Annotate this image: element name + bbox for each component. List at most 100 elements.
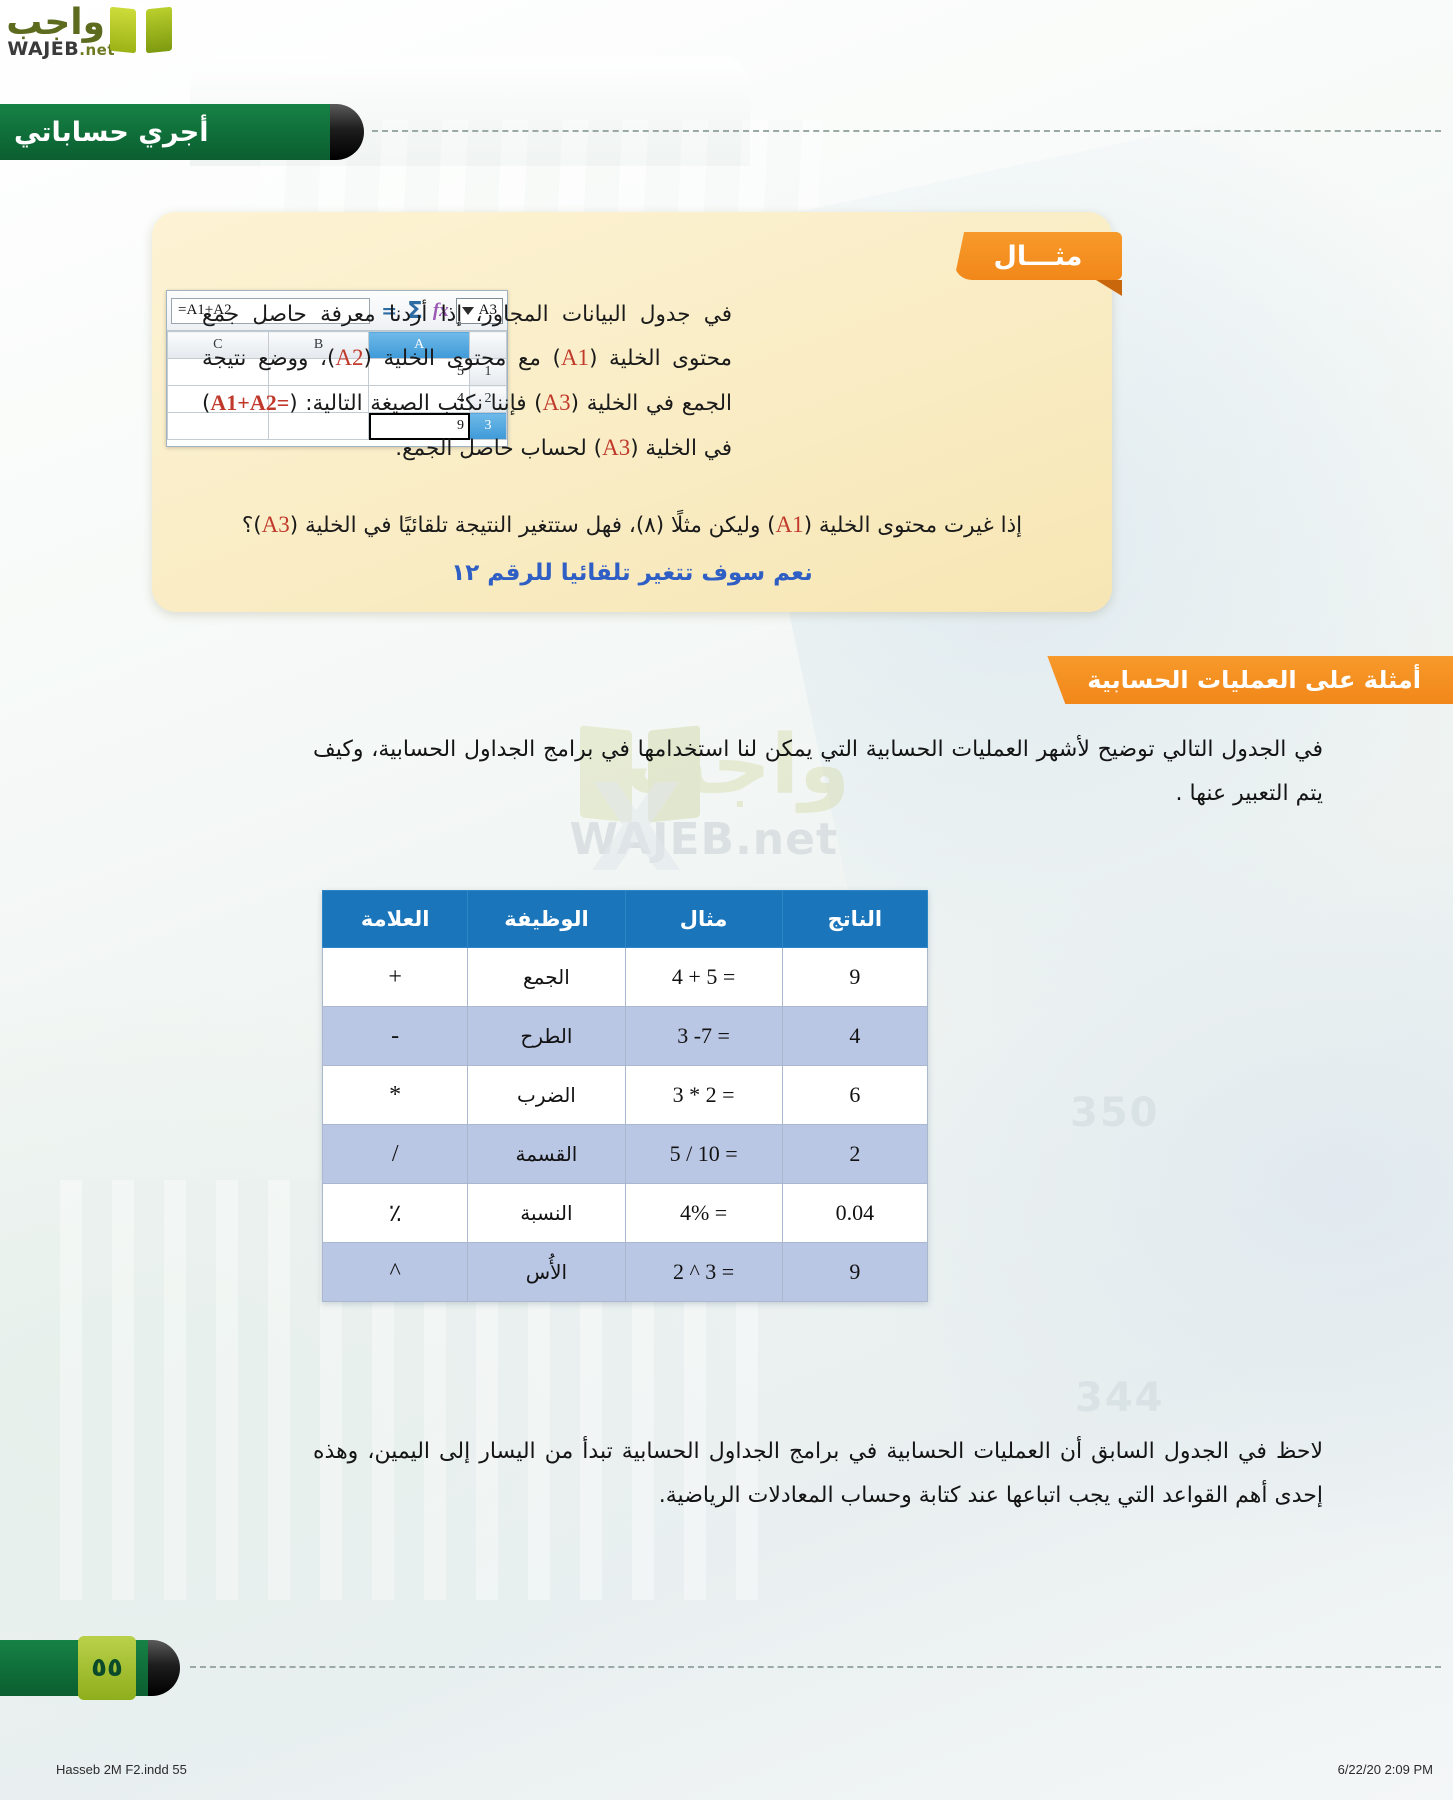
table-row: 6 = 2 * 3 الضرب * — [321, 1065, 929, 1125]
example-text-part-7: الصيغة التالية: ( — [289, 390, 430, 416]
cell-ref-a1: A1 — [560, 344, 590, 370]
cell-symbol: ٪ — [321, 1183, 469, 1243]
background-number-344: 344 — [1075, 1375, 1165, 1421]
spreadsheet-column-header-row: C B A — [167, 331, 507, 359]
column-header-result: الناتج — [781, 890, 929, 948]
logo-latin-text: WAJEB.net — [7, 38, 115, 60]
cell-symbol: * — [321, 1065, 469, 1125]
imprint-filename: Hasseb 2M F2.indd 55 — [56, 1762, 187, 1777]
closing-paragraph: لاحظ في الجدول السابق أن العمليات الحساب… — [313, 1439, 1323, 1508]
dropdown-caret-icon[interactable] — [461, 306, 474, 315]
example-text-part-3: ) مع محتوى الخلية — [383, 345, 561, 371]
inline-formula: =A1+A2 — [210, 389, 290, 415]
site-logo[interactable]: واجب WAJEB.net — [0, 0, 210, 62]
example-text-part-9: ) لحساب حاصل — [459, 435, 603, 461]
column-header-symbol: العلامة — [321, 890, 469, 948]
cell-symbol: + — [321, 947, 469, 1007]
cell-result: 4 — [781, 1006, 929, 1066]
section-header-banner: أجري حساباتي — [0, 104, 330, 160]
example-text-part-6: ) فإننا نكتب — [437, 390, 543, 416]
table-row: 2 = 10 / 5 القسمة / — [321, 1124, 929, 1184]
example-text-part-8: ) في الخلية ( — [202, 390, 732, 461]
cell-c1[interactable] — [167, 358, 269, 386]
cell-function: الطرح — [467, 1006, 626, 1066]
cell-result: 9 — [781, 947, 929, 1007]
cell-example: = 3 ^ 2 — [624, 1242, 783, 1302]
spreadsheet-grid: C B A 5 1 4 2 9 3 — [167, 331, 507, 440]
cell-ref-a3: A3 — [542, 389, 571, 415]
cell-c3[interactable] — [167, 412, 269, 440]
cell-example: = 4% — [624, 1183, 783, 1243]
column-header-function: الوظيفة — [467, 890, 626, 948]
column-header-c[interactable]: C — [167, 331, 269, 359]
cell-function: الأُس — [467, 1242, 626, 1302]
column-header-b[interactable]: B — [267, 331, 370, 359]
question-part-3: )؟ — [241, 513, 262, 538]
footer-dashed-rule — [190, 1666, 1441, 1668]
cell-b1[interactable] — [267, 358, 370, 386]
operations-table-wrapper: الناتج مثال الوظيفة العلامة 9 = 5 + 4 ال… — [321, 890, 929, 1302]
background-number-350: 350 — [1070, 1090, 1160, 1136]
imprint-timestamp: 6/22/20 2:09 PM — [1337, 1762, 1433, 1777]
cell-ref-a3-second: A3 — [602, 434, 631, 460]
cell-example: = 5 + 4 — [624, 947, 783, 1007]
example-paragraph: في جدول البيانات المجاور، إذا أردنا معرف… — [202, 294, 732, 470]
table-row: 4 = 7- 3 الطرح - — [321, 1006, 929, 1066]
example-text-part-1: في جدول البيانات المجاور، إذا أردنا — [388, 302, 732, 327]
student-answer[interactable]: نعم سوف تتغير تلقائيا للرقم ١٢ — [451, 560, 813, 586]
cell-function: الجمع — [467, 947, 626, 1007]
page-title: أجري حساباتي — [14, 116, 209, 148]
name-box-value: A3 — [478, 302, 497, 318]
logo-arabic-text: واجب — [6, 2, 105, 43]
question-cell-ref-a3: A3 — [261, 512, 290, 537]
equals-icon[interactable]: = — [381, 299, 398, 322]
cell-result: 2 — [781, 1124, 929, 1184]
example-tab-label: مثـــال — [954, 232, 1122, 280]
cell-result: 6 — [781, 1065, 929, 1125]
question-part-2: ) وليكن مثلًا (٨)، فهل ستتغير النتيجة تل… — [289, 513, 776, 538]
logo-latin-main: WAJEB — [7, 38, 80, 60]
header-dashed-rule — [372, 130, 1441, 132]
cell-symbol: - — [321, 1006, 469, 1066]
formula-bar[interactable]: =A1+A2 — [171, 297, 371, 324]
excel-x-background-icon: X — [590, 760, 683, 899]
cell-c2[interactable] — [167, 385, 269, 413]
logo-tld: .net — [79, 41, 115, 59]
example-text-part-4: ( — [363, 345, 372, 371]
row-header-3[interactable]: 3 — [469, 412, 507, 440]
table-row: 0.04 = 4% النسبة ٪ — [321, 1183, 929, 1243]
cell-function: النسبة — [467, 1183, 626, 1243]
column-header-a[interactable]: A — [368, 331, 470, 359]
cell-example: = 2 * 3 — [624, 1065, 783, 1125]
table-row: 9 = 3 ^ 2 الأُس ^ — [321, 1242, 929, 1302]
section-tab-label: أمثلة على العمليات الحسابية — [1087, 666, 1421, 694]
spreadsheet-row: 9 3 — [167, 412, 507, 440]
question-part-1: إذا غيرت محتوى الخلية ( — [803, 513, 1023, 538]
spreadsheet-row: 5 1 — [167, 358, 507, 386]
cell-b2[interactable] — [267, 385, 370, 413]
column-header-example: مثال — [624, 890, 783, 948]
book-icon — [110, 4, 172, 56]
cell-result: 9 — [781, 1242, 929, 1302]
cell-example: = 10 / 5 — [624, 1124, 783, 1184]
cell-result: 0.04 — [781, 1183, 929, 1243]
row-header-1[interactable]: 1 — [469, 358, 507, 386]
cell-a2[interactable]: 4 — [368, 385, 470, 413]
example-text-part-5: )، ووضع نتيجة الجمع في الخلية ( — [202, 345, 732, 416]
table-row: 9 = 5 + 4 الجمع + — [321, 947, 929, 1007]
function-icon[interactable]: fx — [432, 299, 449, 321]
section-tab: أمثلة على العمليات الحسابية — [1047, 656, 1453, 704]
example-text-part-2: معرفة حاصل جمع محتوى الخلية ( — [202, 302, 732, 371]
cell-example: = 7- 3 — [624, 1006, 783, 1066]
name-box[interactable]: A3 — [455, 297, 503, 324]
cell-a1[interactable]: 5 — [368, 358, 470, 386]
cell-b3[interactable] — [267, 412, 370, 440]
spreadsheet-screenshot: A3 fx Σ = =A1+A2 C B A 5 1 — [166, 290, 508, 447]
example-card: مثـــال A3 fx Σ = =A1+A2 C B A — [152, 212, 1122, 612]
sigma-icon[interactable]: Σ — [407, 297, 423, 324]
cell-a3-selected[interactable]: 9 — [368, 412, 470, 440]
corner-select-all[interactable] — [469, 331, 507, 359]
cell-ref-a2: A2 — [335, 344, 364, 370]
example-text-part-10: الجمع. — [395, 435, 453, 461]
example-question: إذا غيرت محتوى الخلية (A1) وليكن مثلًا (… — [182, 512, 1082, 538]
